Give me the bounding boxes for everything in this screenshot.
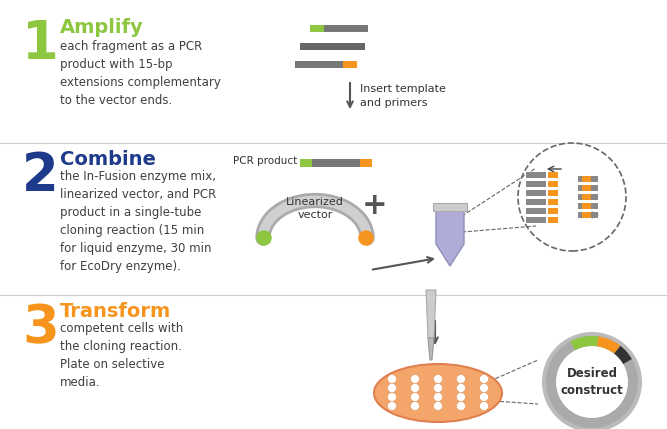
Wedge shape: [546, 336, 638, 428]
Text: each fragment as a PCR
product with 15-bp
extensions complementary
to the vector: each fragment as a PCR product with 15-b…: [60, 40, 221, 107]
Circle shape: [388, 384, 396, 393]
Text: +: +: [362, 190, 388, 220]
Circle shape: [410, 375, 420, 384]
Text: the In-Fusion enzyme mix,
linearized vector, and PCR
product in a single-tube
cl: the In-Fusion enzyme mix, linearized vec…: [60, 170, 216, 273]
Bar: [526, 181, 546, 187]
Circle shape: [480, 375, 488, 384]
Bar: [582, 212, 591, 218]
Circle shape: [388, 402, 396, 411]
Polygon shape: [426, 290, 436, 338]
Text: Desired
construct: Desired construct: [561, 367, 624, 397]
Circle shape: [257, 231, 271, 245]
Bar: [582, 185, 591, 191]
Bar: [582, 194, 591, 200]
Circle shape: [359, 231, 373, 245]
Circle shape: [388, 393, 396, 402]
Bar: [360, 159, 372, 167]
Circle shape: [456, 393, 466, 402]
Circle shape: [434, 402, 442, 411]
Bar: [578, 185, 598, 191]
Bar: [578, 203, 598, 209]
Polygon shape: [436, 208, 464, 266]
Text: PCR product: PCR product: [233, 156, 297, 166]
Bar: [324, 25, 368, 32]
Text: Transform: Transform: [60, 302, 171, 321]
Bar: [295, 61, 343, 68]
Wedge shape: [597, 336, 620, 353]
Circle shape: [480, 393, 488, 402]
Bar: [300, 159, 312, 167]
Bar: [578, 176, 598, 182]
Circle shape: [550, 340, 634, 424]
Ellipse shape: [374, 364, 502, 422]
Circle shape: [542, 332, 642, 429]
Bar: [526, 172, 546, 178]
Circle shape: [456, 384, 466, 393]
Circle shape: [456, 375, 466, 384]
Bar: [582, 176, 591, 182]
Wedge shape: [614, 346, 632, 364]
Bar: [526, 190, 546, 196]
Bar: [310, 25, 324, 32]
Bar: [578, 212, 598, 218]
Text: Insert template
and primers: Insert template and primers: [360, 85, 446, 108]
Polygon shape: [428, 338, 434, 360]
Circle shape: [410, 393, 420, 402]
Bar: [526, 208, 546, 214]
Text: competent cells with
the cloning reaction.
Plate on selective
media.: competent cells with the cloning reactio…: [60, 322, 183, 389]
Bar: [548, 172, 558, 178]
Bar: [526, 217, 546, 223]
Bar: [300, 43, 365, 50]
Circle shape: [388, 375, 396, 384]
Bar: [548, 181, 558, 187]
Bar: [582, 203, 591, 209]
Circle shape: [410, 402, 420, 411]
Text: Amplify: Amplify: [60, 18, 144, 37]
Circle shape: [410, 384, 420, 393]
Bar: [433, 203, 467, 211]
Bar: [548, 190, 558, 196]
Text: Linearized
vector: Linearized vector: [286, 197, 344, 220]
Bar: [526, 199, 546, 205]
Bar: [548, 208, 558, 214]
Bar: [578, 194, 598, 200]
Text: 2: 2: [22, 150, 59, 202]
Circle shape: [480, 402, 488, 411]
Text: 3: 3: [22, 302, 59, 354]
Circle shape: [456, 402, 466, 411]
Circle shape: [434, 375, 442, 384]
Text: 1: 1: [22, 18, 59, 70]
Circle shape: [434, 384, 442, 393]
Bar: [343, 61, 357, 68]
Bar: [312, 159, 360, 167]
Circle shape: [480, 384, 488, 393]
Circle shape: [434, 393, 442, 402]
Wedge shape: [570, 336, 598, 350]
Bar: [548, 217, 558, 223]
Text: Combine: Combine: [60, 150, 156, 169]
Bar: [548, 199, 558, 205]
